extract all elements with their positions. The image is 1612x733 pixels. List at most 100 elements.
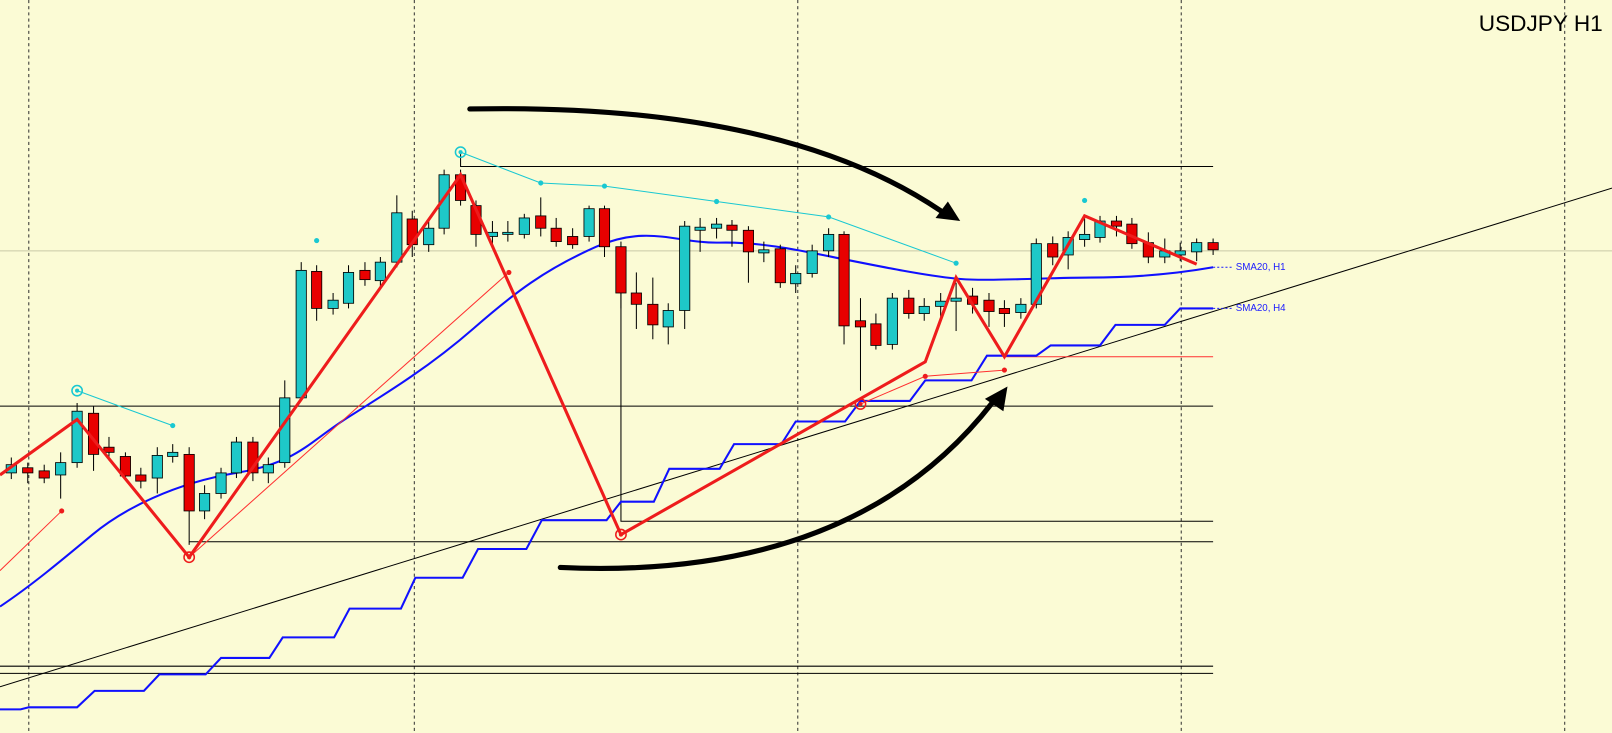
candle-body bbox=[711, 223, 723, 229]
candle-body bbox=[1207, 242, 1219, 251]
dot bbox=[314, 237, 320, 244]
candle-body bbox=[679, 225, 691, 311]
candle-body bbox=[119, 456, 131, 477]
cyan-lines bbox=[76, 151, 957, 427]
red-line bbox=[188, 272, 510, 558]
candle-body bbox=[327, 299, 339, 309]
marker bbox=[187, 555, 192, 560]
candle-body bbox=[838, 233, 850, 327]
candle-body bbox=[598, 208, 611, 248]
marker bbox=[458, 150, 463, 155]
candle-body bbox=[742, 229, 754, 253]
candle-body bbox=[183, 453, 195, 512]
candle-body bbox=[230, 441, 243, 474]
candle-body bbox=[22, 467, 34, 474]
candle-body bbox=[854, 320, 867, 328]
candle-body bbox=[550, 227, 562, 243]
candle-body bbox=[262, 464, 274, 474]
dot bbox=[506, 269, 512, 276]
marker bbox=[454, 146, 467, 159]
candles bbox=[5, 169, 1219, 545]
candle-body bbox=[535, 215, 547, 229]
sma-h1-label: SMA20, H1 bbox=[1236, 262, 1286, 273]
candle-body bbox=[71, 410, 83, 464]
dot bbox=[922, 373, 928, 379]
candle-body bbox=[502, 231, 514, 235]
candle-body bbox=[1030, 243, 1042, 305]
marker bbox=[71, 384, 84, 397]
level-line bbox=[620, 246, 1214, 522]
dot bbox=[953, 260, 959, 266]
arrow bbox=[557, 400, 995, 571]
marker bbox=[615, 528, 627, 541]
sma-leaders bbox=[1213, 266, 1234, 309]
candle-body bbox=[726, 224, 738, 231]
candle-body bbox=[423, 227, 435, 246]
candle-body bbox=[167, 451, 179, 457]
marker bbox=[618, 532, 624, 537]
candle-body bbox=[342, 272, 355, 304]
candle-body bbox=[518, 217, 530, 235]
candle-body bbox=[823, 233, 835, 252]
cyan-line bbox=[460, 151, 957, 264]
candle-body bbox=[758, 249, 770, 254]
marker bbox=[854, 398, 867, 410]
candle-body bbox=[583, 208, 595, 237]
candle-body bbox=[1174, 250, 1186, 256]
arrows bbox=[467, 106, 995, 571]
candle-body bbox=[630, 292, 642, 305]
symbol-title: USDJPY H1 bbox=[1479, 11, 1603, 36]
candle-body bbox=[886, 297, 898, 345]
candle-body bbox=[615, 246, 627, 294]
candle-body bbox=[438, 174, 450, 229]
arrowhead bbox=[984, 386, 1008, 412]
arrowhead bbox=[935, 201, 961, 222]
arrow bbox=[467, 106, 944, 214]
marker bbox=[858, 401, 863, 407]
candle-body bbox=[903, 297, 915, 314]
dot bbox=[538, 180, 544, 186]
candle-body bbox=[567, 236, 579, 246]
red-line bbox=[0, 510, 63, 571]
dot bbox=[59, 508, 65, 514]
candle-body bbox=[950, 297, 962, 302]
candle-body bbox=[1191, 242, 1203, 253]
sma-h4-line bbox=[0, 307, 1214, 711]
time-grid bbox=[28, 0, 1566, 733]
dot bbox=[1082, 197, 1088, 204]
candle-body bbox=[790, 273, 802, 285]
candle-body bbox=[1110, 220, 1123, 227]
candle-body bbox=[359, 269, 371, 281]
dot bbox=[601, 183, 608, 189]
zigzag bbox=[0, 171, 1198, 560]
candle-body bbox=[391, 212, 403, 263]
dot bbox=[713, 198, 720, 205]
marker bbox=[183, 551, 196, 564]
candle-body bbox=[279, 397, 291, 464]
candle-body bbox=[295, 269, 307, 399]
candle-body bbox=[374, 261, 386, 282]
candle-body bbox=[647, 303, 659, 326]
candle-body bbox=[1079, 233, 1091, 240]
candle-body bbox=[151, 455, 163, 479]
candle-body bbox=[983, 299, 995, 312]
candle-body bbox=[870, 323, 882, 346]
candle-body bbox=[55, 462, 67, 476]
dot bbox=[826, 214, 832, 220]
marker bbox=[75, 388, 80, 393]
dot bbox=[1001, 367, 1007, 373]
sma-h4-label: SMA20, H4 bbox=[1236, 303, 1286, 314]
trend-line bbox=[0, 187, 1612, 688]
cyan-line bbox=[76, 390, 173, 427]
candle-body bbox=[662, 310, 674, 328]
dot bbox=[170, 423, 176, 429]
candle-body bbox=[806, 250, 818, 274]
candle-body bbox=[1047, 243, 1059, 258]
candle-body bbox=[774, 248, 786, 284]
candle-body bbox=[103, 446, 115, 453]
candle-body bbox=[1015, 303, 1027, 313]
candle-body bbox=[311, 270, 323, 309]
candle-body bbox=[38, 470, 50, 479]
